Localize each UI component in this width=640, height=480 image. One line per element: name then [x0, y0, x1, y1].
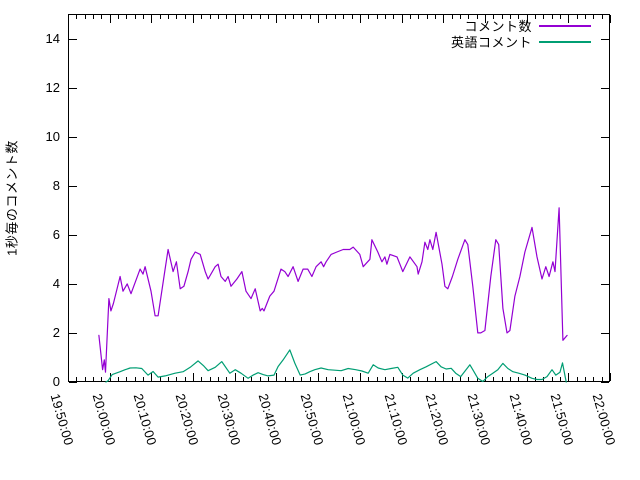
- y-tick-label: 0: [52, 374, 60, 389]
- legend: コメント数 英語コメント: [450, 18, 591, 50]
- series-line-1: [105, 349, 567, 383]
- plot-border: [68, 14, 610, 382]
- y-tick-label: 8: [52, 178, 60, 193]
- legend-entry-comments: コメント数: [451, 18, 591, 34]
- y-tick-label: 6: [52, 227, 60, 242]
- legend-entry-english-comments: 英語コメント: [450, 34, 591, 50]
- y-tick-label: 14: [45, 31, 60, 46]
- legend-line-sample-english-comments: [539, 40, 591, 43]
- series-line-0: [98, 207, 568, 373]
- legend-label-english-comments: 英語コメント: [450, 35, 532, 50]
- legend-line-sample-comments: [539, 24, 591, 27]
- y-tick-label: 10: [45, 129, 60, 144]
- y-tick-label: 2: [52, 325, 60, 340]
- y-tick-label: 12: [45, 80, 60, 95]
- legend-label-comments: コメント数: [464, 19, 532, 34]
- y-tick-label: 4: [52, 276, 60, 291]
